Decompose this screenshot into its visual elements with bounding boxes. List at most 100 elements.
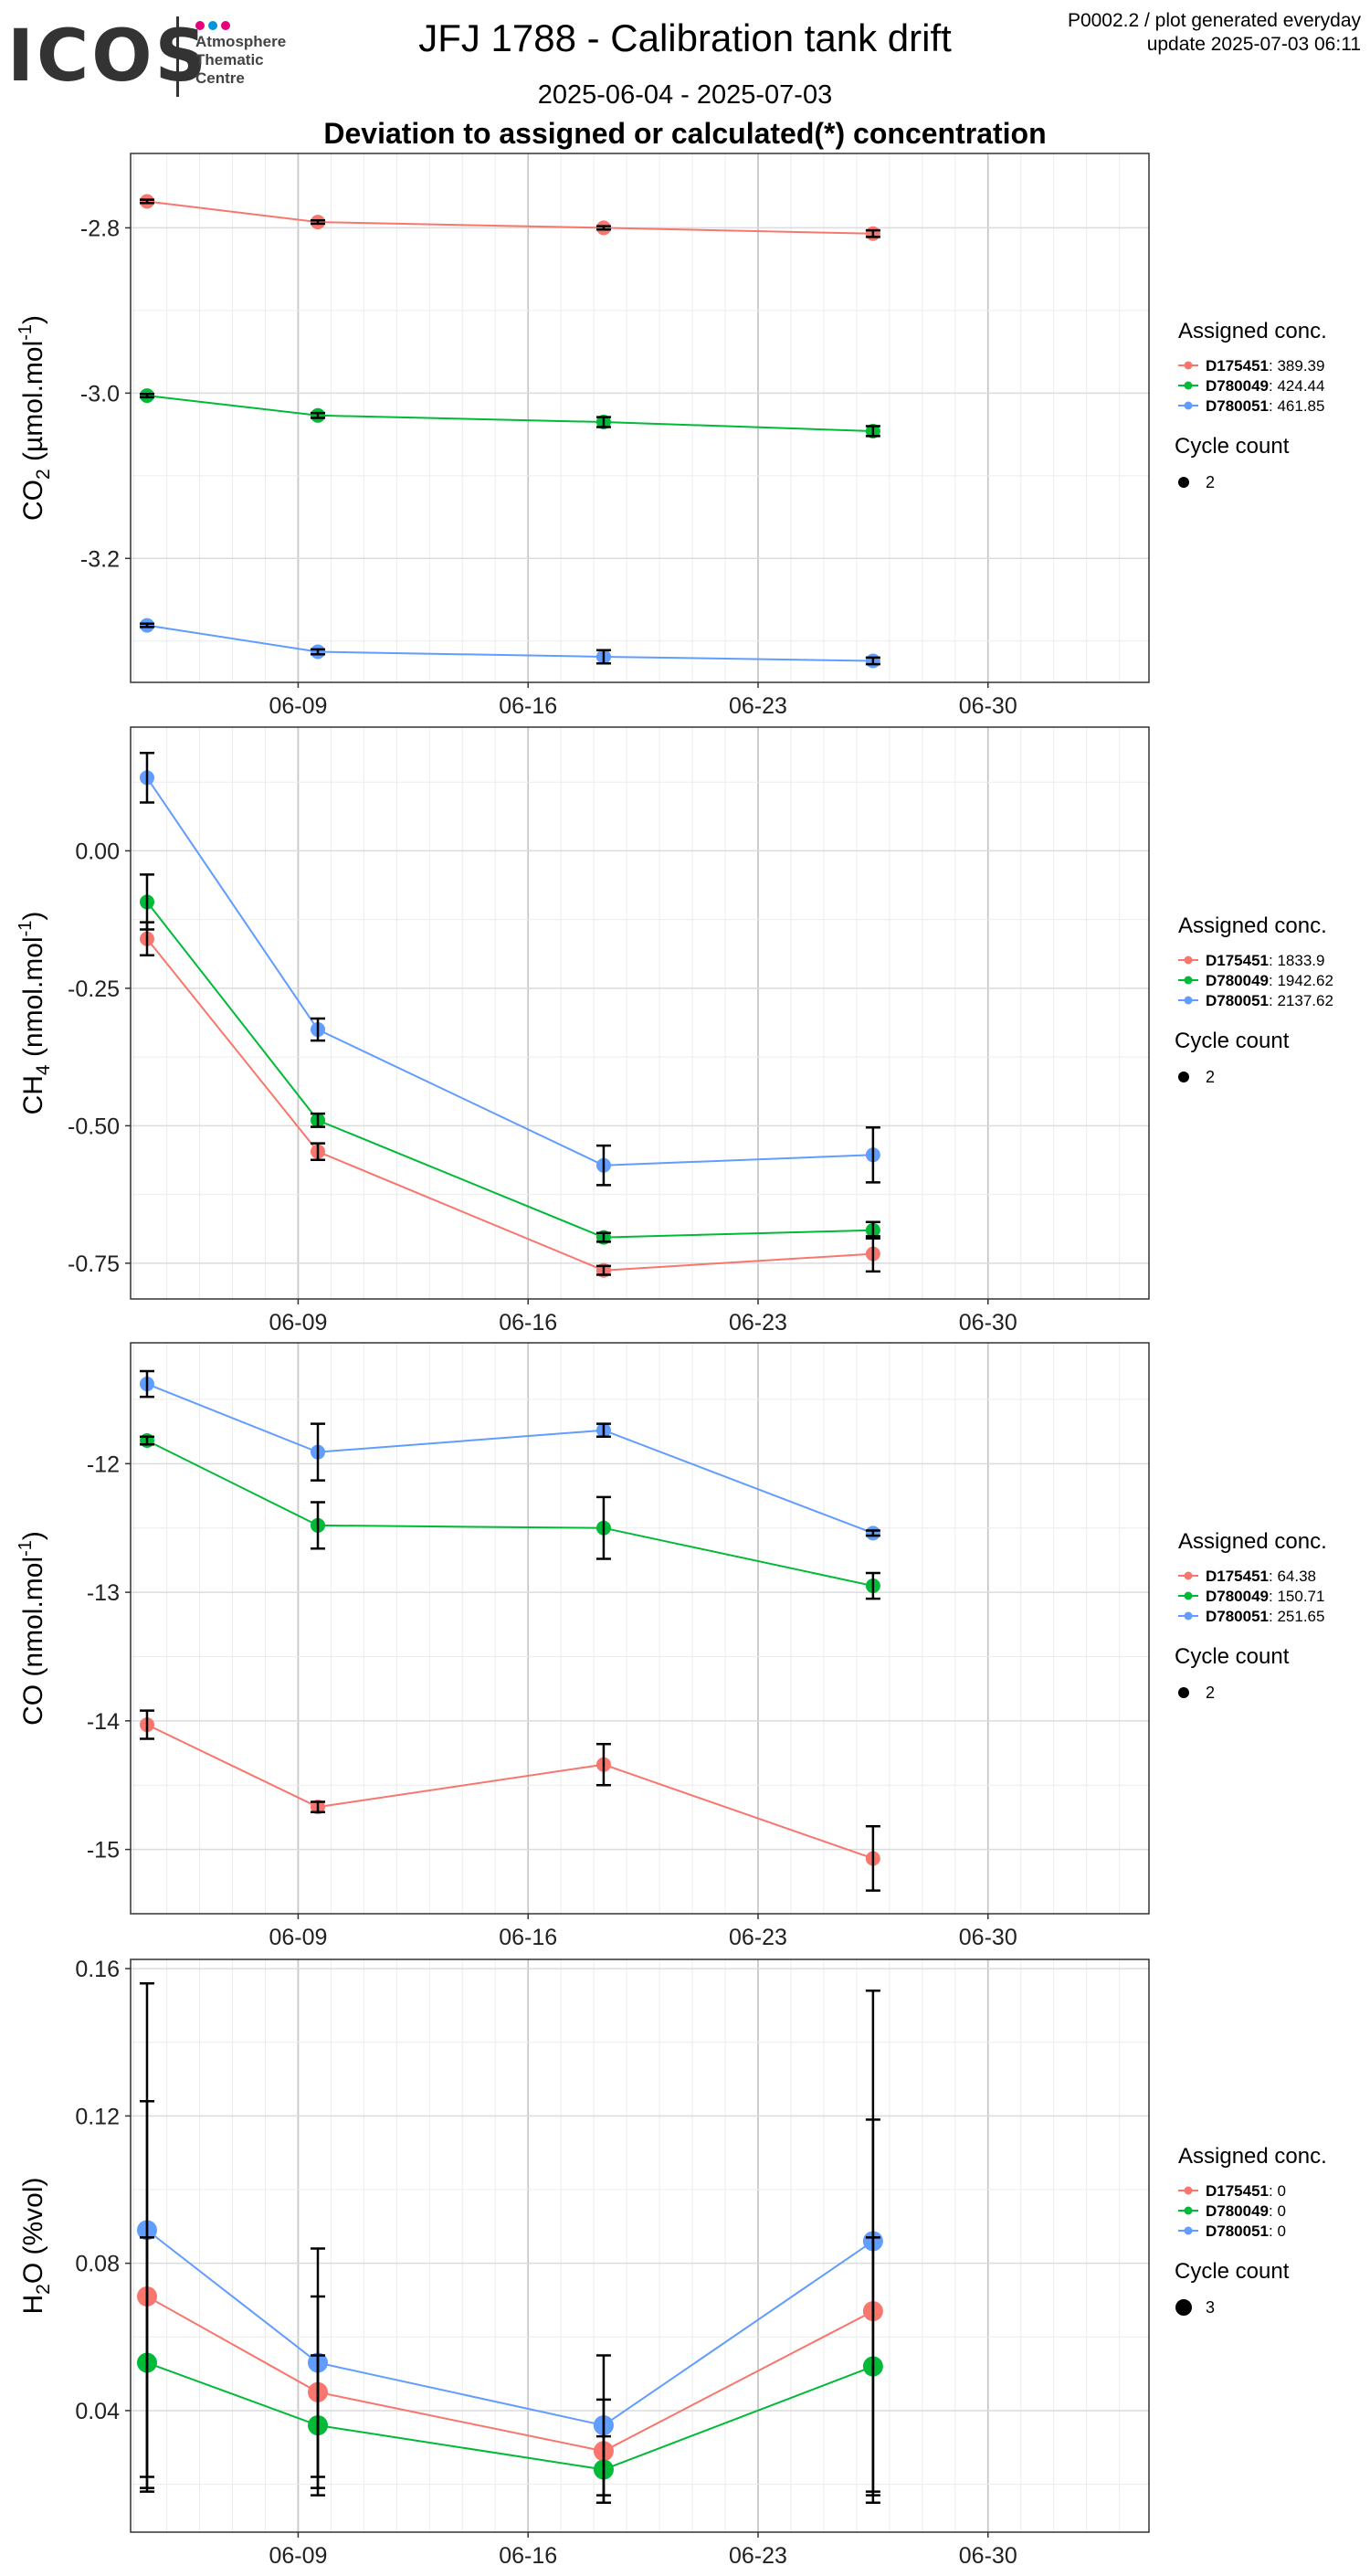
y-tick-label: 0.08 xyxy=(75,2252,120,2277)
legend-assigned-value: : 389.39 xyxy=(1269,357,1324,375)
legend-key-point xyxy=(1184,955,1193,965)
legend-tank-id: D780051 xyxy=(1206,2222,1269,2240)
series-line-D780049 xyxy=(146,2361,874,2471)
logo-dot xyxy=(195,21,205,30)
y-tick-label: 0.12 xyxy=(75,2104,120,2129)
plot-info: P0002.2 / plot generated everyday update… xyxy=(1068,9,1361,57)
x-tick-label: 06-23 xyxy=(729,1310,787,1336)
legend-key-point xyxy=(1184,1591,1193,1600)
legend-entry-D175451: D175451: 1833.9 xyxy=(1206,952,1324,969)
x-tick-label: 06-09 xyxy=(269,1310,327,1336)
legend-key-point xyxy=(1184,381,1193,390)
legend: Assigned conc. D175451: 1833.9 D780049: 19… xyxy=(1175,913,1333,1086)
legend-cycle-title: Cycle count xyxy=(1175,1029,1290,1053)
y-tick-label: -3.2 xyxy=(80,546,120,572)
series-line-D175451 xyxy=(146,1724,874,1860)
plot-info-line: P0002.2 / plot generated everyday xyxy=(1067,10,1361,31)
legend-entry-D175451: D175451: 0 xyxy=(1206,2182,1286,2200)
legend-tank-id: D780051 xyxy=(1206,397,1269,415)
plot-info-line: update 2025-07-03 06:11 xyxy=(1146,34,1361,55)
legend-cycle-point xyxy=(1178,1687,1189,1698)
x-tick-label: 06-23 xyxy=(729,1925,787,1950)
legend-tank-id: D175451 xyxy=(1206,952,1269,969)
legend-entry-D780051: D780051: 251.65 xyxy=(1206,1608,1324,1625)
y-axis-label-part: ) xyxy=(18,1531,48,1540)
x-tick-label: 06-09 xyxy=(269,1925,327,1950)
legend-tank-id: D780049 xyxy=(1206,377,1269,395)
plot-area xyxy=(131,1343,1149,1914)
legend-entry-D780049: D780049: 1942.62 xyxy=(1206,972,1333,989)
series-line-D780049 xyxy=(146,395,873,432)
legend-key-point xyxy=(1184,2226,1193,2235)
series-line-D780051 xyxy=(146,2229,874,2427)
plot-area xyxy=(131,1959,1149,2532)
series-line-D780049 xyxy=(146,1440,874,1588)
y-axis-label-part: ) xyxy=(18,315,48,324)
logo-separator xyxy=(176,16,179,97)
series-line-D780049 xyxy=(146,901,873,1239)
legend-entry-D175451: D175451: 64.38 xyxy=(1206,1568,1316,1585)
y-tick-label: 0.04 xyxy=(75,2399,120,2424)
x-tick-label: 06-16 xyxy=(499,2543,557,2569)
legend-cycle-title: Cycle count xyxy=(1175,434,1290,459)
legend-assigned-value: : 2137.62 xyxy=(1269,992,1333,1009)
legend-title: Assigned conc. xyxy=(1178,913,1327,938)
legend-key-point xyxy=(1184,996,1193,1005)
legend-tank-id: D780051 xyxy=(1206,1608,1269,1625)
legend-assigned-value: : 0 xyxy=(1269,2202,1286,2220)
y-axis-label-part: ) xyxy=(18,912,48,921)
series-line-D175451 xyxy=(146,200,873,235)
legend-assigned-value: : 461.85 xyxy=(1269,397,1324,415)
plot-border xyxy=(130,1958,1150,2533)
series-line-D175451 xyxy=(146,2296,874,2453)
series-line-D175451 xyxy=(146,938,873,1272)
y-axis-label: CH4 (nmol.mol-1) xyxy=(16,912,54,1115)
legend-key-point xyxy=(1184,1611,1193,1621)
y-axis-label-part: -1 xyxy=(16,324,36,341)
y-tick-label: -2.8 xyxy=(80,216,120,241)
legend-key-point xyxy=(1184,1571,1193,1580)
legend-entry-D780049: D780049: 150.71 xyxy=(1206,1588,1324,1605)
y-axis-label-part: (nmol.mol xyxy=(18,936,48,1064)
legend-cycle-point xyxy=(1175,2299,1192,2316)
series-line-D780051 xyxy=(146,776,873,1167)
legend-assigned-value: : 424.44 xyxy=(1269,377,1324,395)
chart-panel-2: -0.75 -0.50 -0.25 0.00 06-09 06-16 06-23 06-30 C… xyxy=(16,726,1333,1336)
y-tick-label: -12 xyxy=(87,1452,120,1477)
legend-tank-id: D175451 xyxy=(1206,2182,1269,2200)
y-axis-label: CO (nmol.mol-1) xyxy=(16,1531,48,1726)
legend-key-point xyxy=(1184,976,1193,985)
legend-cycle-value: 2 xyxy=(1206,1684,1215,1702)
x-tick-label: 06-30 xyxy=(959,1310,1017,1336)
legend-assigned-value: : 0 xyxy=(1269,2222,1286,2240)
x-tick-label: 06-16 xyxy=(499,1925,557,1950)
page-title: JFJ 1788 - Calibration tank drift xyxy=(418,16,952,59)
y-axis-label-part: 2 xyxy=(33,469,54,480)
legend-title: Assigned conc. xyxy=(1178,2144,1327,2169)
legend-tank-id: D175451 xyxy=(1206,357,1269,375)
legend-cycle-title: Cycle count xyxy=(1175,2259,1290,2284)
y-axis-label-part: CO xyxy=(18,1684,48,1726)
legend-entry-D780049: D780049: 424.44 xyxy=(1206,377,1324,395)
x-tick-label: 06-23 xyxy=(729,693,787,719)
y-tick-label: -15 xyxy=(87,1838,120,1863)
date-range: 2025-06-04 - 2025-07-03 xyxy=(537,80,833,110)
plot-border xyxy=(130,726,1150,1300)
plot-border xyxy=(130,1342,1150,1915)
legend-assigned-value: : 251.65 xyxy=(1269,1608,1324,1625)
y-tick-label: -0.25 xyxy=(68,977,120,1002)
y-axis-label-part: 4 xyxy=(33,1064,54,1075)
legend-entry-D780051: D780051: 0 xyxy=(1206,2222,1286,2240)
logo-subtext: Atmosphere Thematic Centre xyxy=(195,33,286,88)
y-axis-label-part: O (%vol) xyxy=(18,2177,48,2284)
legend-cycle-title: Cycle count xyxy=(1175,1644,1290,1669)
legend-cycle-value: 2 xyxy=(1206,1068,1215,1086)
legend-assigned-value: : 1833.9 xyxy=(1269,952,1324,969)
icos-logo: ICOS Atmosphere Thematic Centre xyxy=(7,13,309,100)
plot-border xyxy=(130,153,1150,683)
legend-entry-D780051: D780051: 2137.62 xyxy=(1206,992,1333,1009)
logo-wordmark: ICOS xyxy=(7,16,209,98)
